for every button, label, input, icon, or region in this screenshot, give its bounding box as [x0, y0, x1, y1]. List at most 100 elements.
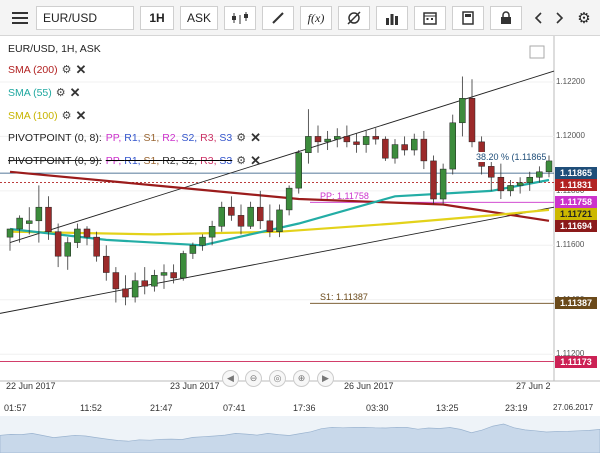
fx-icon[interactable]: f(x) — [300, 6, 332, 30]
candle-body — [295, 152, 302, 189]
candle-body — [411, 138, 418, 151]
sma-55-line — [9, 178, 550, 247]
scroll-right-icon[interactable]: ▶ — [317, 370, 334, 387]
calculator-icon[interactable] — [452, 6, 484, 30]
draw-icon[interactable] — [262, 6, 294, 30]
candle-body — [6, 228, 14, 238]
gear-icon[interactable]: ⚙ — [236, 155, 247, 167]
time-tick: 03:30 — [366, 403, 389, 413]
legend-pivot-9[interactable]: PIVOTPOINT (0, 9): PP, R1, S1, R2, S2, R… — [8, 153, 262, 168]
pivot-item: R2, — [162, 132, 182, 144]
legend-sma-200[interactable]: SMA (200) ⚙ ✕ — [8, 62, 87, 77]
toolbar: EUR/USD 1H ASK f(x) ⚙ — [0, 0, 600, 36]
candle-body — [112, 272, 120, 290]
bars-icon[interactable] — [376, 6, 408, 30]
symbol-label: EUR/USD — [43, 11, 98, 25]
time-tick: 11:52 — [80, 403, 102, 413]
pp-annotation: PP: 1.11758 — [320, 191, 369, 202]
prev-icon[interactable] — [528, 6, 548, 30]
pivot-item: S3 — [219, 155, 233, 167]
candle-body — [103, 255, 110, 273]
calendar-icon[interactable] — [414, 6, 446, 30]
candle-body — [54, 231, 62, 257]
candle-body — [160, 272, 168, 276]
zoom-in-icon[interactable]: ⊕ — [293, 370, 310, 387]
legend-sma-55[interactable]: SMA (55) ⚙ ✕ — [8, 85, 81, 100]
settings-icon[interactable]: ⚙ — [577, 10, 591, 27]
candle-body — [218, 206, 225, 227]
candle-body — [266, 220, 274, 232]
candle-body — [382, 138, 389, 159]
candle-body — [401, 144, 408, 151]
objects-icon[interactable] — [338, 6, 370, 30]
close-icon[interactable]: ✕ — [75, 108, 87, 123]
candle-body — [93, 236, 100, 257]
candle-body — [199, 236, 206, 246]
chart-type-icon[interactable] — [224, 6, 256, 30]
candle-body — [497, 176, 505, 192]
close-icon[interactable]: ✕ — [69, 85, 81, 100]
legend-sma-100[interactable]: SMA (100) ⚙ ✕ — [8, 108, 87, 123]
candle-body — [391, 144, 399, 159]
price-chart[interactable] — [0, 36, 600, 453]
candle-body — [83, 228, 91, 238]
zoom-reset-icon[interactable]: ◎ — [269, 370, 286, 387]
candle-body — [324, 138, 331, 143]
price-label: 1.11758 — [555, 196, 597, 209]
candle-body — [151, 275, 158, 287]
time-tick: 21:47 — [150, 403, 173, 413]
price-tick: 1.11600 — [556, 240, 585, 250]
price-label: 1.11865 — [555, 167, 597, 180]
date-label: 27 Jun 2 — [516, 381, 551, 391]
symbol-select[interactable]: EUR/USD — [36, 6, 134, 30]
sma-100-line — [9, 208, 550, 236]
candle-body — [257, 206, 264, 222]
pivot-item: S2, — [181, 132, 201, 144]
chart-title: EUR/USD, 1H, ASK — [8, 43, 101, 55]
legend-pivot-9-items: PP, R1, S1, R2, S2, R3, S3 — [106, 155, 233, 167]
price-tick: 1.12000 — [556, 131, 585, 141]
channel-lower-line — [0, 206, 555, 314]
candle-body — [516, 182, 524, 186]
gear-icon[interactable]: ⚙ — [61, 64, 72, 76]
timeframe-button[interactable]: 1H — [140, 6, 174, 30]
time-tick: 01:57 — [4, 403, 27, 413]
legend-pivot-8[interactable]: PIVOTPOINT (0, 8): PP, R1, S1, R2, S2, R… — [8, 130, 262, 145]
candle-body — [526, 176, 533, 183]
close-icon[interactable]: ✕ — [250, 153, 262, 168]
fib-annotation: 38.20 % (1.11865 — [476, 152, 547, 162]
pivot-item: R1, — [124, 155, 144, 167]
candle-body — [170, 272, 177, 279]
candle-body — [131, 280, 139, 298]
scroll-left-icon[interactable]: ◀ — [222, 370, 239, 387]
candle-body — [305, 136, 312, 153]
pivot-item: S1, — [143, 132, 163, 144]
zoom-out-icon[interactable]: ⊖ — [245, 370, 262, 387]
candle-body — [468, 98, 476, 143]
fullscreen-icon[interactable] — [529, 45, 545, 59]
timeframe-label: 1H — [149, 11, 165, 25]
price-type-button[interactable]: ASK — [180, 6, 218, 30]
time-tick: 27.06.2017 — [553, 403, 594, 412]
candle-body — [449, 122, 456, 170]
candle-body — [208, 226, 216, 238]
candle-body — [343, 136, 351, 143]
gear-icon[interactable]: ⚙ — [236, 132, 247, 144]
close-icon[interactable]: ✕ — [250, 130, 262, 145]
gear-icon[interactable]: ⚙ — [55, 87, 66, 99]
candle-body — [35, 206, 43, 222]
candle-body — [372, 136, 379, 140]
lock-icon[interactable] — [490, 6, 522, 30]
candle-body — [353, 141, 360, 145]
navigator-series — [0, 423, 600, 453]
gear-icon[interactable]: ⚙ — [61, 110, 72, 122]
next-icon[interactable] — [550, 6, 570, 30]
candle-body — [507, 185, 514, 192]
pivot-item: S1, — [143, 155, 163, 167]
menu-icon[interactable] — [6, 6, 34, 30]
time-tick: 07:41 — [223, 403, 246, 413]
price-tick: 1.12200 — [556, 76, 585, 86]
candle-body — [180, 253, 187, 279]
close-icon[interactable]: ✕ — [75, 62, 87, 77]
time-tick: 17:36 — [293, 403, 316, 413]
